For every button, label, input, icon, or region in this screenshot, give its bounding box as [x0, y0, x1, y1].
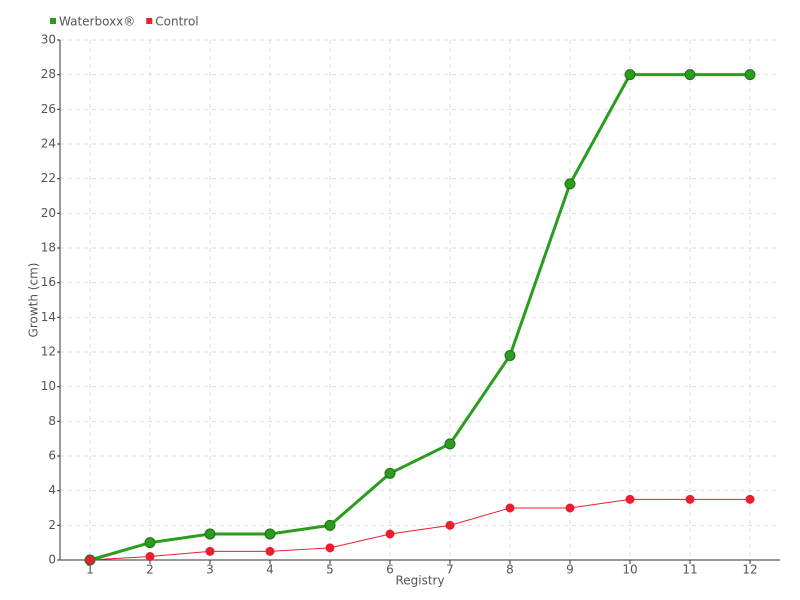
data-point — [385, 529, 395, 539]
data-point — [144, 537, 156, 549]
legend-label: Control — [155, 15, 198, 29]
y-tick-label: 10 — [41, 379, 56, 393]
data-point — [204, 528, 216, 540]
y-tick-label: 22 — [41, 171, 56, 185]
y-tick-label: 6 — [48, 449, 56, 463]
x-tick-label: 10 — [622, 563, 637, 577]
data-point — [384, 467, 396, 479]
x-tick-label: 11 — [682, 563, 697, 577]
data-point — [324, 519, 336, 531]
data-point — [744, 69, 756, 81]
data-point — [564, 178, 576, 190]
x-tick-label: 1 — [86, 563, 94, 577]
legend-swatch — [146, 18, 153, 24]
y-tick-label: 2 — [48, 518, 56, 532]
x-tick-label: 4 — [266, 563, 274, 577]
data-point — [85, 555, 95, 565]
y-tick-label: 8 — [48, 414, 56, 428]
y-tick-label: 20 — [41, 206, 56, 220]
x-tick-label: 2 — [146, 563, 154, 577]
data-point — [265, 546, 275, 556]
legend-swatch — [50, 18, 56, 24]
data-point — [505, 503, 515, 513]
data-point — [264, 528, 276, 540]
x-tick-label: 7 — [446, 563, 454, 577]
y-tick-label: 18 — [41, 241, 56, 255]
x-tick-label: 5 — [326, 563, 334, 577]
data-point — [205, 546, 215, 556]
data-point — [325, 543, 335, 553]
x-tick-label: 8 — [506, 563, 514, 577]
data-point — [625, 494, 635, 504]
data-point — [684, 69, 696, 81]
legend-label: Waterboxx® — [59, 15, 135, 29]
x-tick-label: 6 — [386, 563, 394, 577]
y-tick-label: 24 — [41, 137, 56, 151]
data-point — [444, 438, 456, 450]
data-point — [685, 494, 695, 504]
data-point — [145, 552, 155, 562]
y-axis-label: Growth (cm) — [27, 263, 41, 338]
data-point — [565, 503, 575, 513]
x-axis-label: Registry — [395, 574, 444, 588]
y-tick-label: 28 — [41, 67, 56, 81]
y-tick-label: 0 — [48, 553, 56, 567]
series-line — [89, 498, 750, 561]
x-tick-label: 9 — [566, 563, 574, 577]
y-tick-label: 4 — [48, 483, 56, 497]
x-tick-label: 3 — [206, 563, 214, 577]
y-tick-label: 14 — [41, 310, 56, 324]
data-point — [445, 520, 455, 530]
x-tick-label: 12 — [742, 563, 757, 577]
series-line — [89, 73, 750, 562]
y-tick-label: 12 — [41, 345, 56, 359]
data-point — [624, 69, 636, 81]
y-tick-label: 30 — [41, 33, 56, 47]
y-tick-label: 16 — [41, 275, 56, 289]
data-point — [504, 349, 516, 361]
y-tick-label: 26 — [41, 102, 56, 116]
data-point — [745, 494, 755, 504]
